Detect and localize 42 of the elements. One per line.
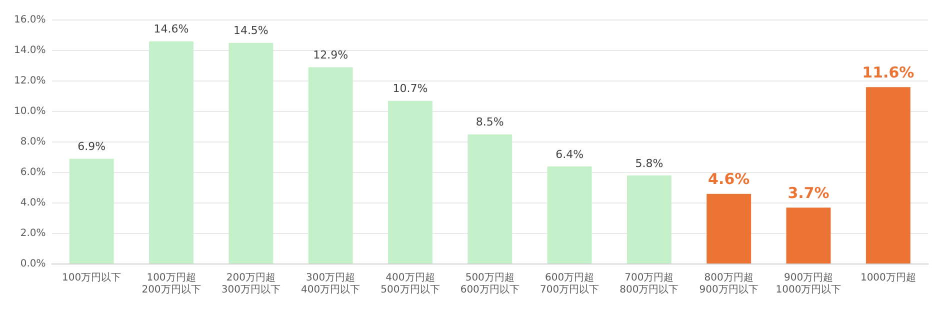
data-label: 4.6% [708,170,750,188]
y-tick-label: 10.0% [14,106,46,118]
data-label: 14.6% [154,22,189,36]
data-label: 3.7% [788,184,830,202]
x-tick-label: 200万円超 300万円以下 [221,272,280,296]
x-tick-label: 300万円超 400万円以下 [301,272,360,296]
data-label: 6.9% [78,140,106,154]
bar [69,158,114,264]
x-tick-label: 100万円以下 [62,272,122,284]
y-tick-label: 0.0% [20,258,46,270]
bar [308,67,353,264]
y-tick-label: 4.0% [20,198,46,209]
data-label: 8.5% [476,116,504,129]
bar [866,87,910,264]
bar [547,166,592,264]
bar [468,134,512,264]
x-tick-label: 100万円超 200万円以下 [142,272,201,296]
y-tick-label: 8.0% [20,136,46,148]
y-tick-label: 6.0% [20,167,46,178]
data-label: 11.6% [862,63,914,82]
x-tick-label: 400万円超 500万円以下 [380,272,440,296]
x-tick-label: 900万円超 1000万円以下 [776,272,842,296]
data-label: 12.9% [313,48,348,62]
bar [706,194,752,264]
data-label: 10.7% [392,82,428,96]
x-tick-label: 1000万円超 [860,272,916,284]
data-label: 5.8% [635,156,664,170]
y-tick-label: 14.0% [14,45,46,56]
x-tick-label: 500万円超 600万円以下 [460,272,520,296]
data-label: 6.4% [556,148,584,161]
data-label: 14.5% [233,24,268,38]
bar [149,41,194,264]
bar [626,176,672,264]
x-tick-label: 800万円超 900万円以下 [699,272,758,296]
bar [388,100,432,264]
y-tick-label: 12.0% [14,76,46,87]
x-tick-label: 600万円超 700万円以下 [540,272,600,296]
x-tick-label: 700万円超 800万円以下 [620,272,679,296]
y-tick-label: 2.0% [20,228,46,240]
bar [228,42,274,264]
y-tick-label: 16.0% [14,14,46,26]
bar [786,208,831,264]
